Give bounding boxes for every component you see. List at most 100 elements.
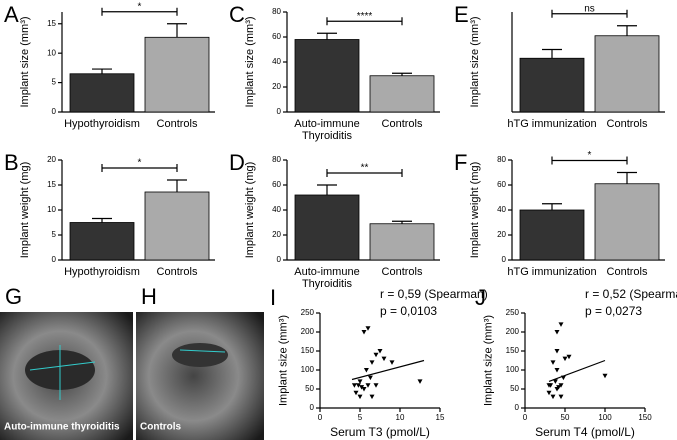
annotation: p = 0,0103 (380, 304, 437, 318)
y-tick-label: 60 (272, 180, 281, 189)
y-tick-label: 0 (310, 403, 315, 412)
x-tick-label: 5 (358, 413, 363, 422)
y-tick-label: 50 (305, 384, 314, 393)
y-tick-label: 20 (272, 82, 281, 91)
point (361, 330, 367, 335)
y-axis-label: Implant size (mm³) (19, 16, 31, 108)
panel-label: H (141, 284, 157, 309)
point (365, 326, 371, 331)
image-caption: Auto-immune thyroiditis (4, 422, 120, 433)
y-tick-label: 15 (47, 19, 56, 28)
point (365, 383, 371, 388)
x-tick-label: 0 (523, 413, 528, 422)
point (417, 379, 423, 384)
y-tick-label: 0 (52, 255, 57, 264)
y-tick-label: 15 (47, 180, 56, 189)
y-axis-label: Implant size (mm³) (244, 16, 256, 108)
point (566, 354, 572, 360)
panel-label: A (4, 2, 19, 27)
bar (69, 73, 135, 113)
annotation: r = 0,59 (Spearman) (380, 287, 488, 301)
y-axis-label-box: Implant size (mm³) (277, 314, 289, 407)
point (556, 385, 562, 390)
y-axis-label-box: Implant size (mm³) (244, 16, 256, 108)
y-tick-label: 0 (515, 403, 520, 412)
bar (69, 222, 135, 261)
x-tick-label: Controls (156, 118, 198, 130)
y-axis-label-box: Implant weight (mg) (469, 161, 481, 259)
x-tick-label: Controls (606, 118, 648, 130)
lesion (172, 343, 228, 367)
panel-label: F (454, 150, 467, 175)
x-tick-label: hTG immunization (507, 266, 597, 278)
x-tick-label: 15 (436, 413, 445, 422)
y-tick-label: 60 (272, 32, 281, 41)
panel-label: E (454, 2, 469, 27)
point (355, 383, 361, 388)
y-axis-label: Implant weight (mg) (244, 161, 256, 259)
point (554, 368, 560, 373)
x-axis-label: Serum T3 (pmol/L) (330, 425, 430, 439)
y-tick-label: 250 (506, 308, 520, 317)
point (367, 375, 373, 381)
point (351, 383, 357, 388)
y-tick-label: 100 (301, 365, 315, 374)
x-tick-label: 0 (318, 413, 323, 422)
point (373, 383, 379, 388)
y-axis-label-box: Implant size (mm³) (469, 16, 481, 108)
significance: * (138, 158, 142, 169)
y-tick-label: 5 (52, 230, 57, 239)
y-tick-label: 40 (497, 205, 506, 214)
y-axis-label: Implant weight (mg) (19, 161, 31, 259)
significance: * (138, 1, 142, 12)
x-tick-label-box: Controls (157, 266, 198, 278)
significance: ** (361, 163, 369, 174)
annotation: p = 0,0273 (585, 304, 642, 318)
x-tick-label: Controls (381, 266, 423, 278)
point (552, 379, 558, 384)
y-axis-label: Implant size (mm³) (469, 16, 481, 108)
significance: **** (357, 11, 373, 22)
x-tick-label: Hypothyroidism (64, 266, 140, 278)
y-tick-label: 10 (47, 205, 56, 214)
panel-label: J (475, 285, 486, 310)
y-axis-label: Implant weight (mg) (469, 161, 481, 259)
panel-label: G (5, 284, 22, 309)
y-tick-label: 0 (277, 107, 282, 116)
bar (369, 75, 435, 113)
point (602, 373, 608, 379)
point (546, 390, 552, 396)
x-tick-label: Hypothyroidism (64, 118, 140, 130)
y-tick-label: 0 (502, 255, 507, 264)
ultrasound-image (136, 312, 264, 440)
x-tick-label-box: Controls (381, 266, 423, 278)
x-tick-label-box: hTG immunization (507, 118, 596, 130)
x-tick-label: Auto-immune Thyroiditis (294, 266, 360, 290)
point (389, 360, 395, 365)
bar (294, 39, 360, 113)
bar (519, 57, 585, 113)
point (363, 368, 369, 373)
significance: * (588, 150, 592, 161)
bar (294, 194, 360, 261)
x-tick-label: Auto-immune Thyroiditis (294, 118, 360, 142)
significance: ns (584, 3, 595, 14)
y-tick-label: 200 (506, 327, 520, 336)
bar (144, 191, 210, 261)
point (550, 360, 556, 365)
y-axis-label: Implant size (mm³) (277, 314, 289, 407)
point (373, 352, 379, 358)
y-tick-label: 20 (47, 155, 56, 164)
x-tick-label: Controls (606, 266, 648, 278)
x-tick-label: Controls (381, 118, 423, 130)
point (361, 387, 367, 392)
trend-line (548, 359, 606, 382)
bar (144, 36, 210, 113)
x-axis-label: Serum T4 (pmol/L) (535, 425, 635, 439)
measure (179, 349, 226, 353)
y-axis-label-box: Implant size (mm³) (482, 315, 494, 406)
x-tick-label-box: Controls (156, 118, 198, 130)
point (554, 330, 560, 335)
point (369, 394, 375, 400)
x-tick-label: 50 (561, 413, 570, 422)
